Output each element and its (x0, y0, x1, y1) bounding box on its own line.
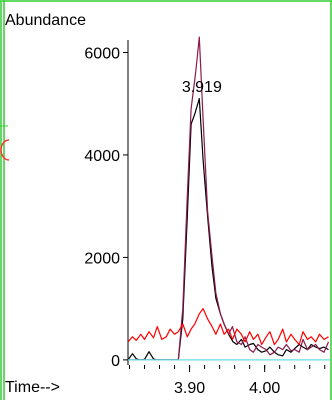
series-line-1 (127, 97, 329, 361)
y-tick-label: 4000 (84, 148, 120, 165)
y-tick-label: 0 (111, 353, 120, 370)
y-axis-label: Abundance (5, 12, 86, 29)
axes: 0 2000 4000 6000 3.90 4.00 (84, 40, 326, 397)
y-tick-label: 6000 (84, 45, 120, 62)
series-line-2 (128, 36, 330, 361)
annotations: 3.919 (182, 79, 222, 96)
x-tick-label: 3.90 (174, 380, 205, 397)
frame-handle-icon (0, 139, 10, 161)
series-group (127, 36, 330, 361)
y-tick-label: 2000 (84, 250, 120, 267)
peak-annotation: 3.919 (182, 79, 222, 96)
series-line-3 (127, 308, 329, 346)
x-axis-label: Time--> (5, 379, 60, 396)
x-tick-label: 4.00 (249, 380, 280, 397)
